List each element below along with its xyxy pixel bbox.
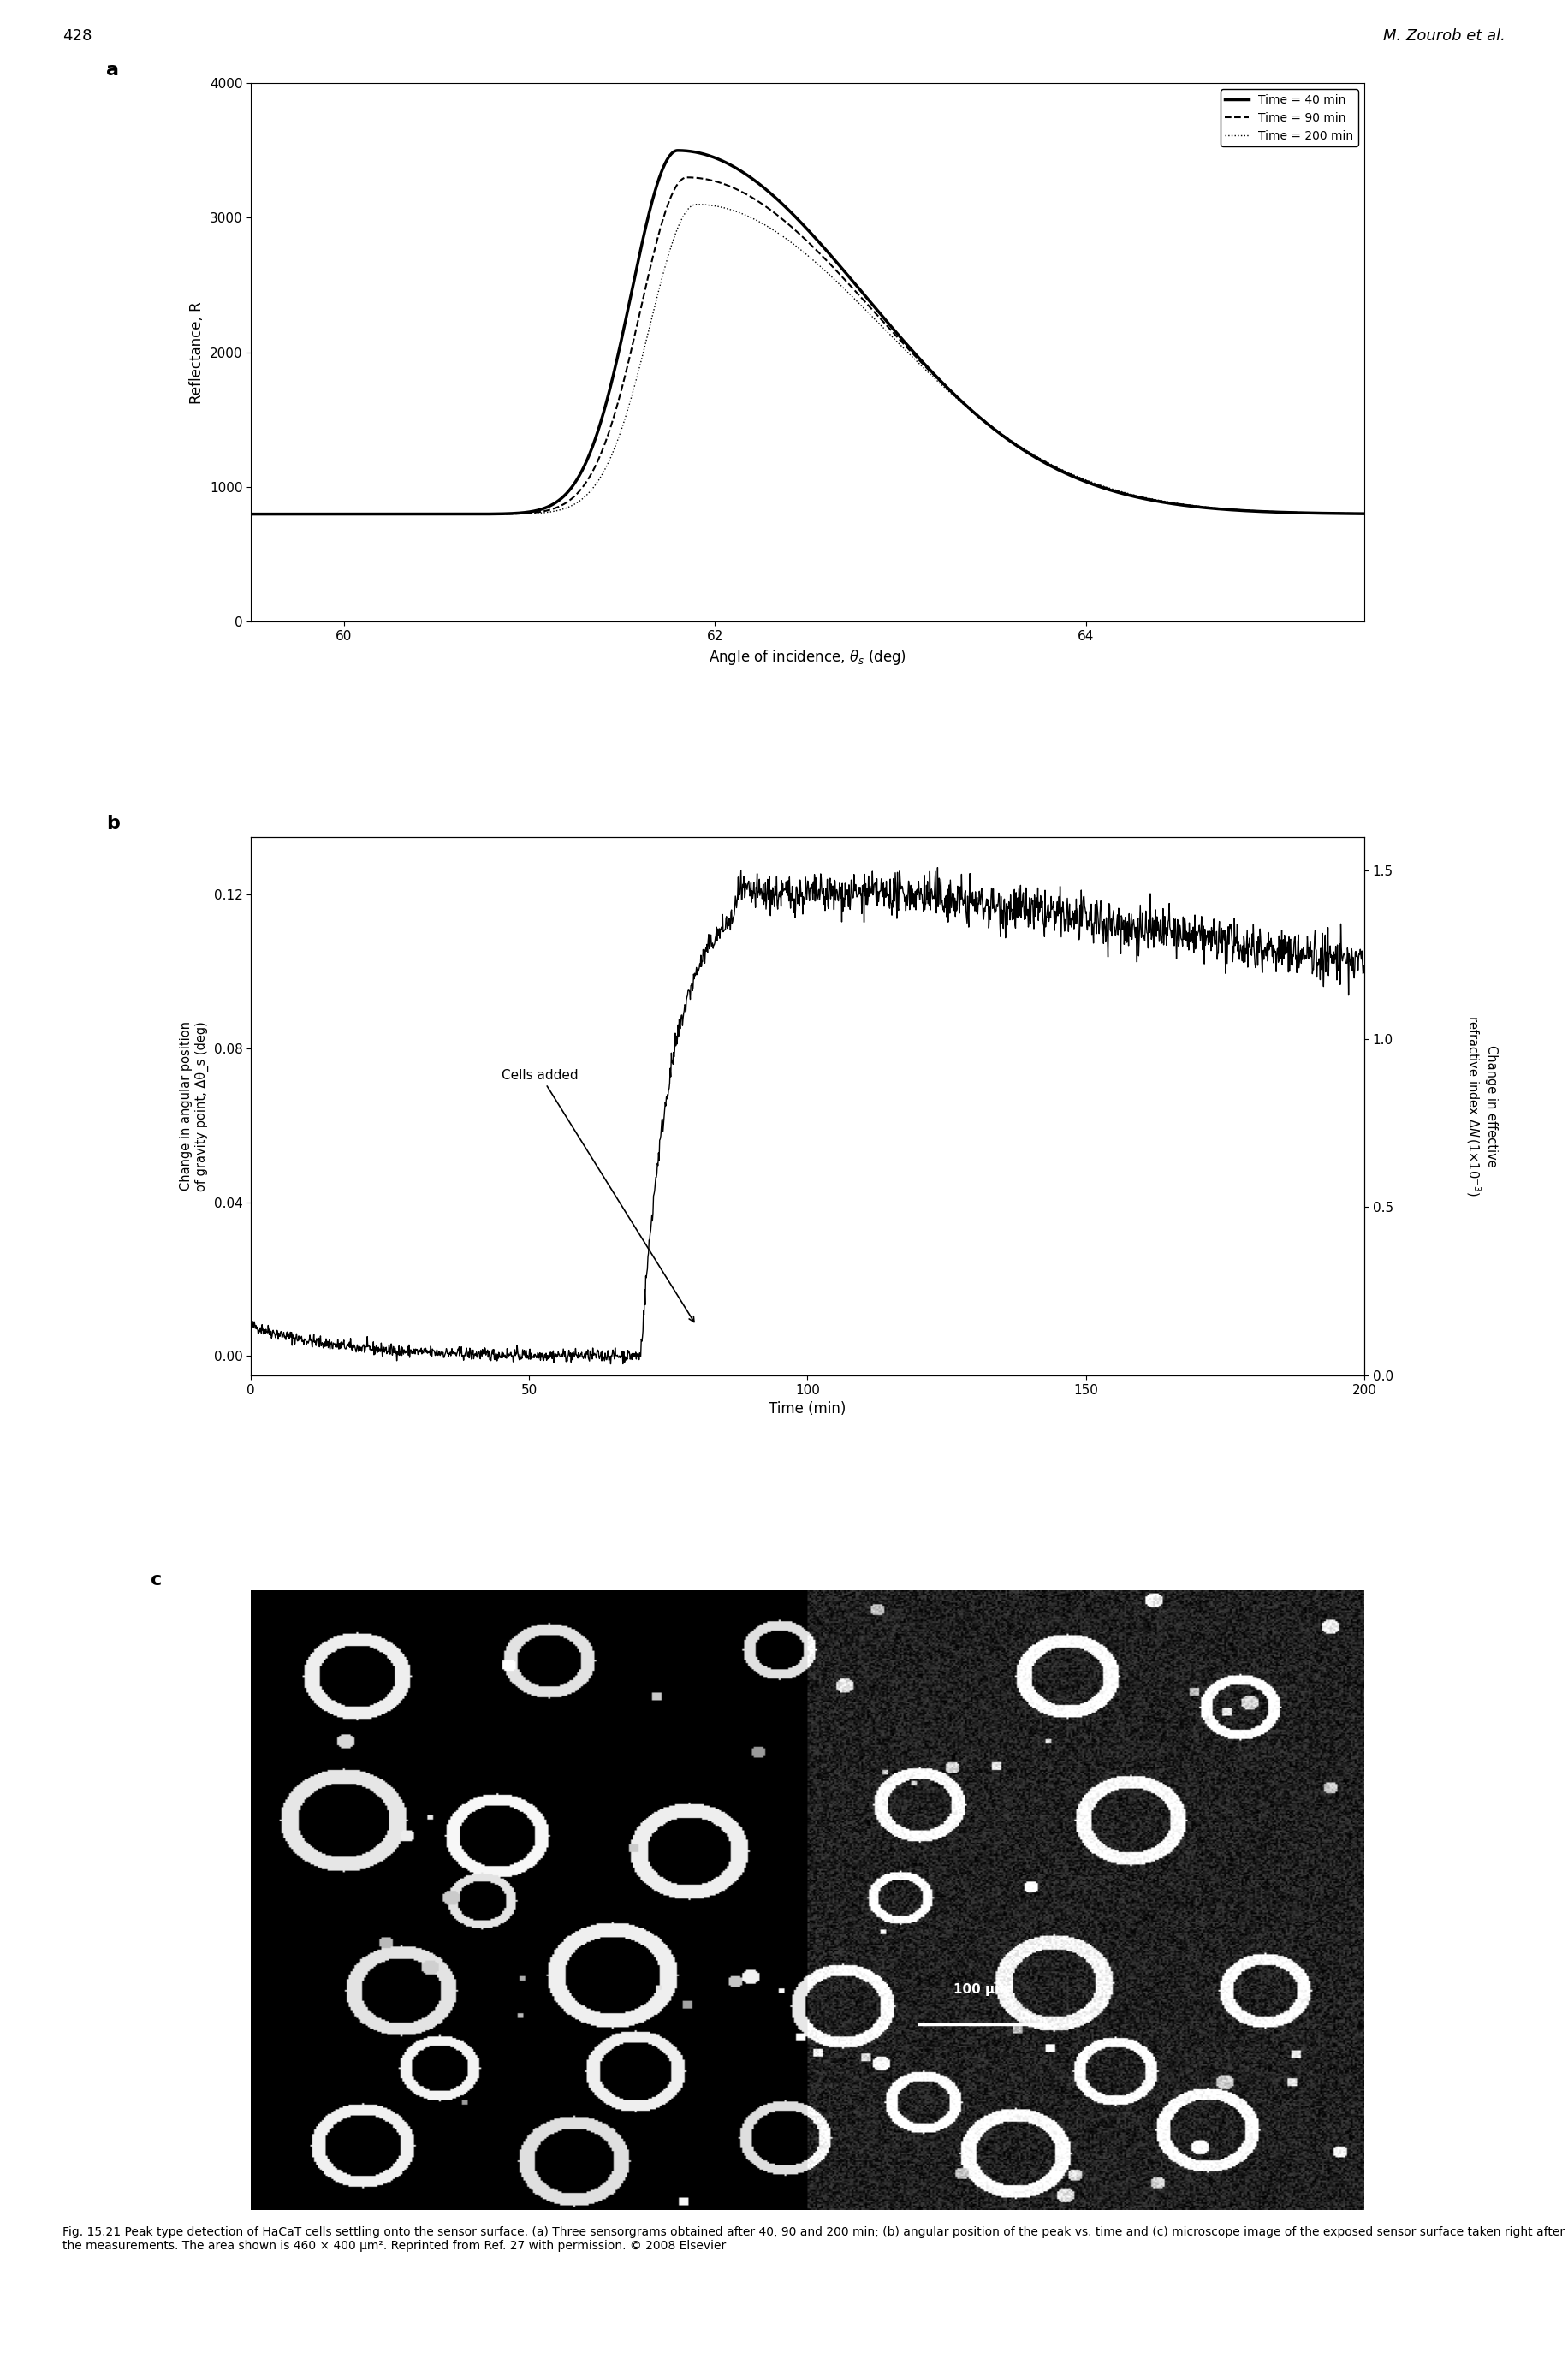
Y-axis label: Change in angular position
of gravity point, Δθ_s (deg): Change in angular position of gravity po… — [180, 1022, 209, 1190]
Y-axis label: Change in effective
refractive index $\Delta N\,(1{\times}10^{-3})$: Change in effective refractive index $\D… — [1465, 1015, 1497, 1198]
Text: M. Zourob et al.: M. Zourob et al. — [1383, 29, 1505, 43]
Text: Cells added: Cells added — [502, 1069, 695, 1321]
X-axis label: Angle of incidence, $\theta_s$ (deg): Angle of incidence, $\theta_s$ (deg) — [709, 649, 906, 668]
Legend: Time = 40 min, Time = 90 min, Time = 200 min: Time = 40 min, Time = 90 min, Time = 200… — [1220, 90, 1358, 147]
Text: 100 μm: 100 μm — [953, 1984, 1008, 1996]
Text: b: b — [107, 815, 119, 832]
Text: c: c — [151, 1571, 162, 1590]
X-axis label: Time (min): Time (min) — [768, 1402, 847, 1416]
Text: Fig. 15.21 Peak type detection of HaCaT cells settling onto the sensor surface. : Fig. 15.21 Peak type detection of HaCaT … — [63, 2226, 1565, 2252]
Text: 428: 428 — [63, 29, 93, 43]
Text: a: a — [107, 62, 119, 78]
Y-axis label: Reflectance, R: Reflectance, R — [190, 302, 205, 404]
